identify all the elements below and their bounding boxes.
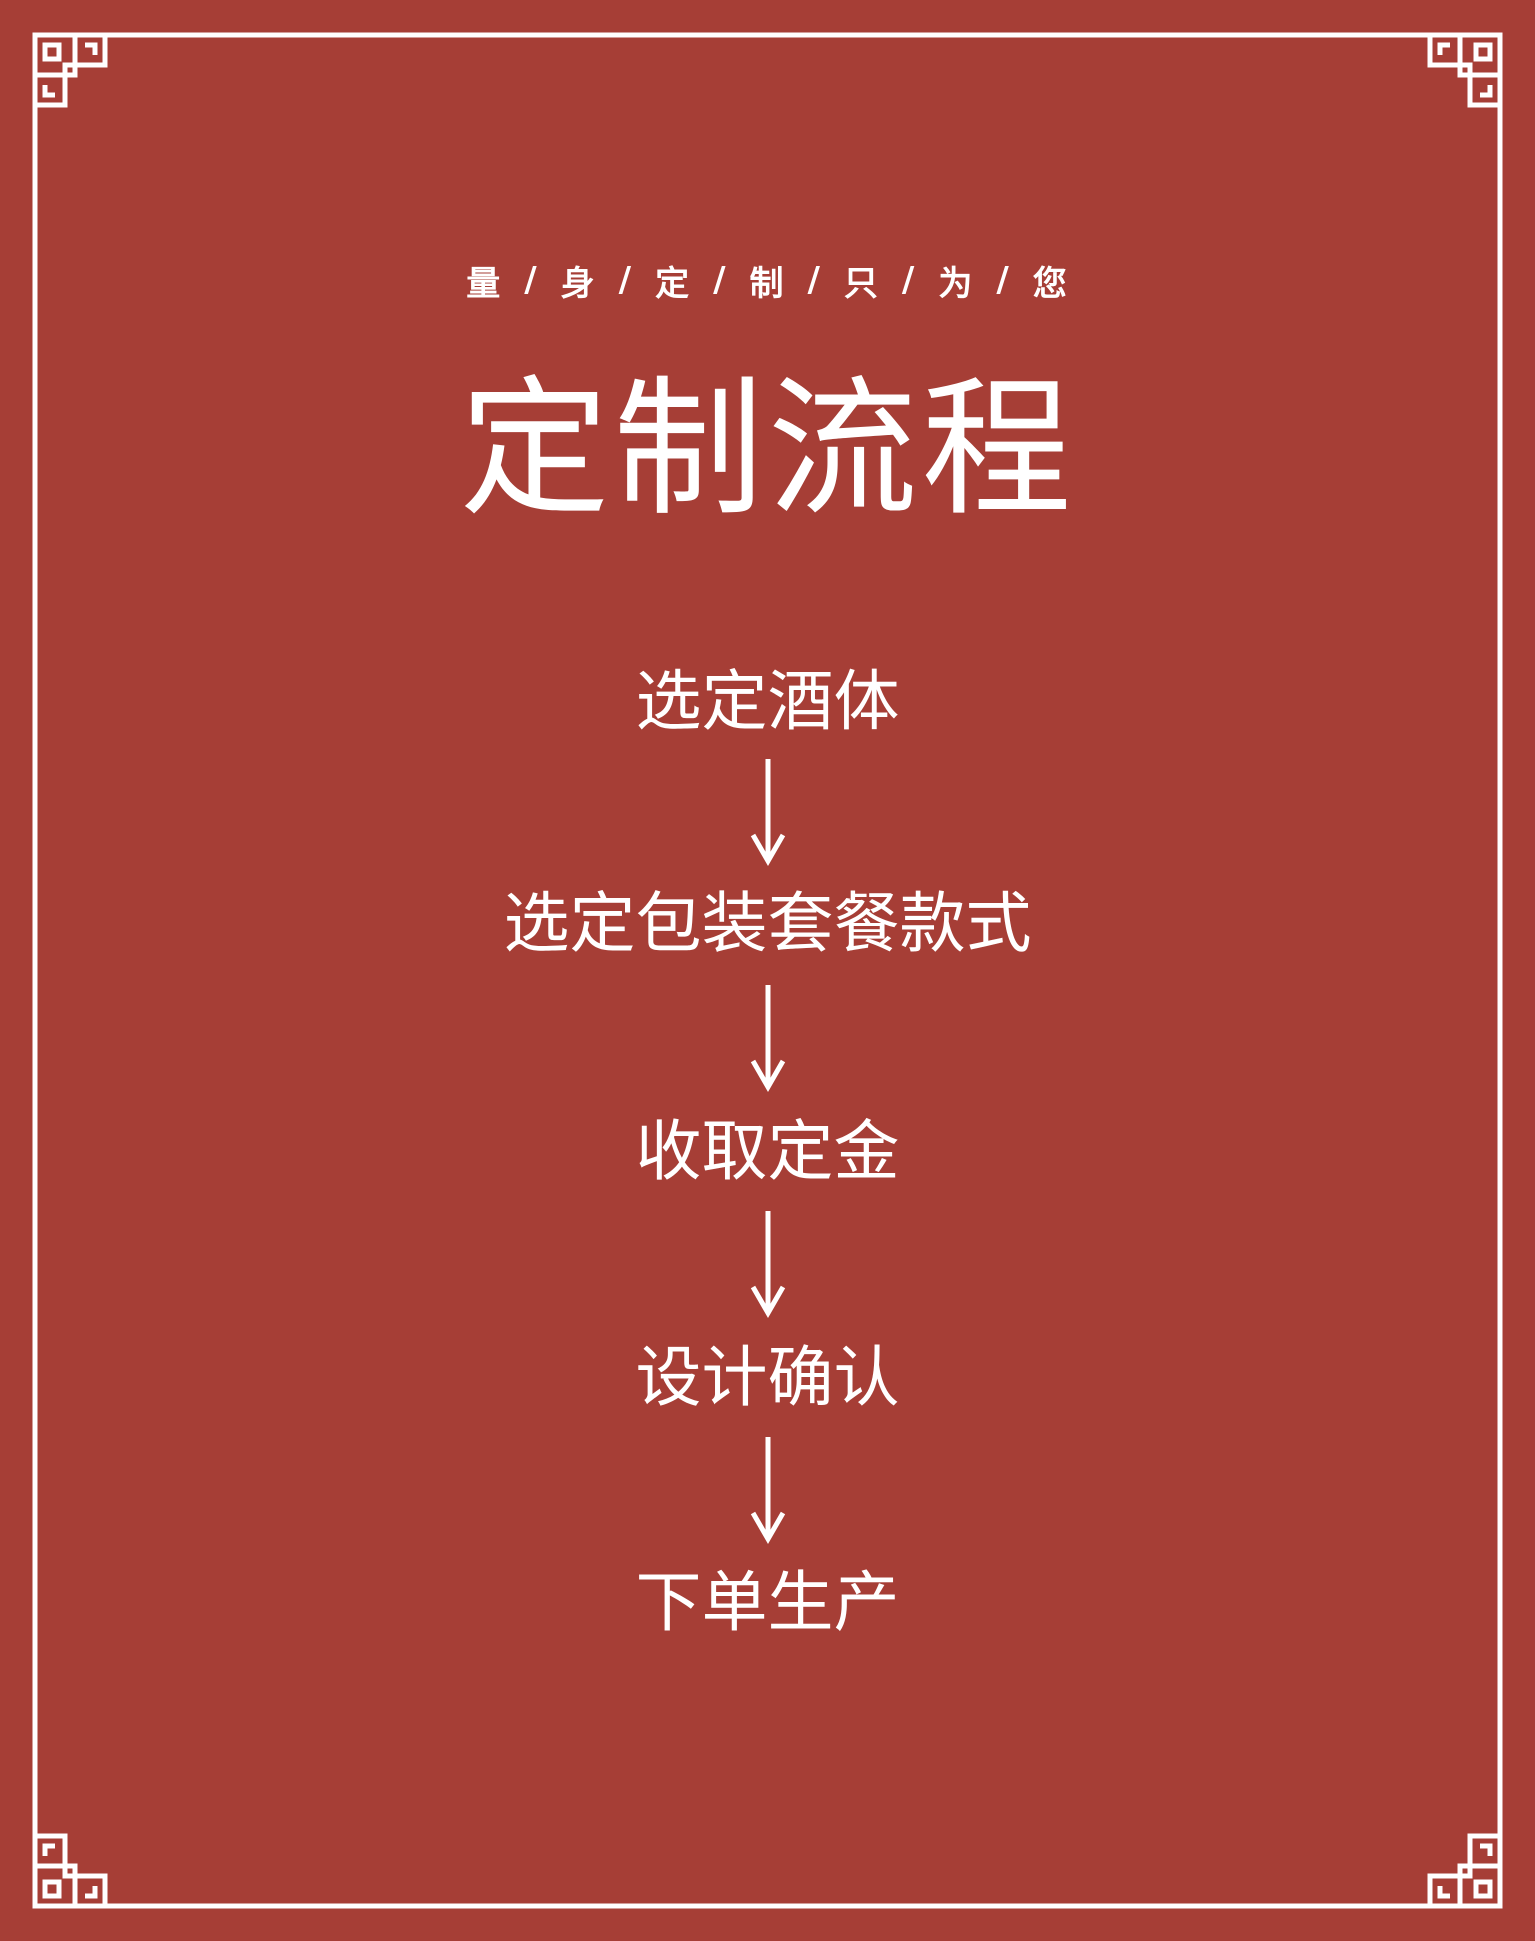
subtitle-char: 为: [938, 263, 975, 304]
subtitle-separator: /: [807, 260, 822, 300]
step-design-confirm: 设计确认: [635, 1339, 900, 1416]
subtitle-char: 只: [843, 263, 880, 304]
step-collect-deposit: 收取定金: [635, 1113, 900, 1190]
subtitle-tagline: 量 / 身 / 定 / 制 / 只 / 为 / 您: [0, 252, 1535, 308]
subtitle-char: 量: [466, 263, 503, 304]
corner-ornament-bottom-left: [32, 1833, 108, 1909]
corner-ornament-top-right: [1427, 32, 1503, 108]
arrow-down-icon: [750, 1437, 786, 1545]
arrow-down-icon: [750, 1211, 786, 1319]
arrow-down-icon: [750, 759, 786, 867]
step-select-package: 选定包装套餐款式: [503, 885, 1032, 962]
subtitle-char: 您: [1032, 263, 1069, 304]
subtitle-char: 制: [749, 263, 786, 304]
step-place-order: 下单生产: [635, 1564, 900, 1641]
subtitle-separator: /: [524, 260, 539, 300]
arrow-down-icon: [750, 985, 786, 1093]
subtitle-char: 定: [655, 263, 692, 304]
page-title: 定制流程: [459, 363, 1076, 537]
subtitle-separator: /: [901, 260, 917, 300]
step-select-liquor: 选定酒体: [635, 663, 900, 740]
corner-ornament-top-left: [32, 32, 108, 108]
subtitle-separator: /: [713, 260, 728, 300]
subtitle-separator: /: [618, 260, 634, 300]
corner-ornament-bottom-right: [1427, 1833, 1503, 1909]
subtitle-char: 身: [560, 263, 597, 304]
subtitle-separator: /: [996, 260, 1011, 300]
